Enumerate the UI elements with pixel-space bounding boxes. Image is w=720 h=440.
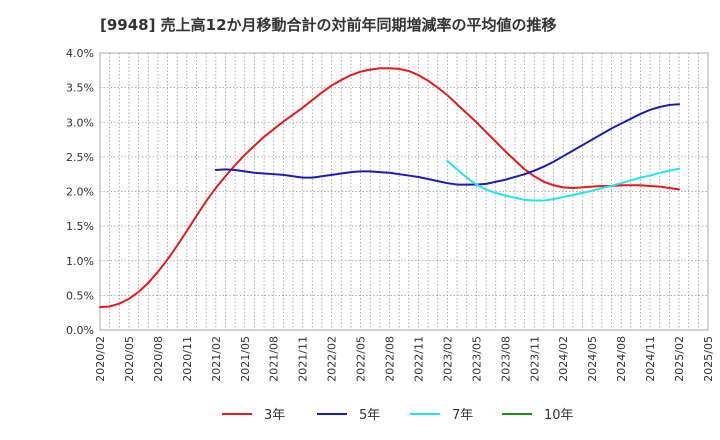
series-line-1 [214,103,681,186]
y-tick-label: 3.5% [66,82,94,95]
series-line-2 [446,160,681,202]
legend-label-3: 10年 [544,408,574,423]
legend: 3年 5年 7年 10年 [222,408,574,423]
y-tick-label: 0.5% [66,289,94,302]
y-tick-label: 2.0% [66,186,94,199]
x-tick-label: 2022/02 [326,336,339,382]
x-tick-label: 2020/11 [181,336,194,382]
x-tick-label: 2025/05 [702,336,715,382]
x-tick-label: 2024/05 [586,336,599,382]
legend-label-0: 3年 [264,408,285,423]
x-tick-label: 2020/05 [123,336,136,382]
y-tick-label: 1.5% [66,220,94,233]
legend-label-2: 7年 [452,408,473,423]
x-tick-label: 2022/05 [355,336,368,382]
x-tick-label: 2023/05 [470,336,483,382]
legend-label-1: 5年 [359,408,380,423]
y-tick-label: 0.0% [66,324,94,337]
x-tick-label: 2022/11 [412,336,425,382]
x-tick-label: 2024/08 [615,336,628,382]
x-axis-ticks: 2020/02 2020/05 2020/08 2020/11 2021/02 2021/… [94,336,715,382]
chart-title: [9948] 売上高12か月移動合計の対前年同期増減率の平均値の推移 [100,16,557,34]
x-tick-label: 2025/02 [673,336,686,382]
series-lines [99,67,681,309]
x-tick-label: 2023/02 [441,336,454,382]
y-tick-label: 2.5% [66,151,94,164]
y-tick-label: 3.0% [66,116,94,129]
x-tick-label: 2022/08 [384,336,397,382]
y-axis-ticks: 0.0% 0.5% 1.0% 1.5% 2.0% 2.5% 3.0% 3.5% 4.0% [66,47,94,337]
series-line-0 [99,67,681,309]
x-tick-label: 2020/02 [94,336,107,382]
x-tick-label: 2023/08 [499,336,512,382]
x-tick-label: 2021/11 [297,336,310,382]
grid [100,53,708,330]
y-tick-label: 4.0% [66,47,94,60]
x-tick-label: 2024/11 [644,336,657,382]
plot-area [99,52,709,331]
x-tick-label: 2024/02 [557,336,570,382]
x-tick-label: 2021/08 [268,336,281,382]
y-tick-label: 1.0% [66,255,94,268]
x-tick-label: 2020/08 [152,336,165,382]
x-tick-label: 2023/11 [528,336,541,382]
x-tick-label: 2021/02 [210,336,223,382]
x-tick-label: 2021/05 [239,336,252,382]
